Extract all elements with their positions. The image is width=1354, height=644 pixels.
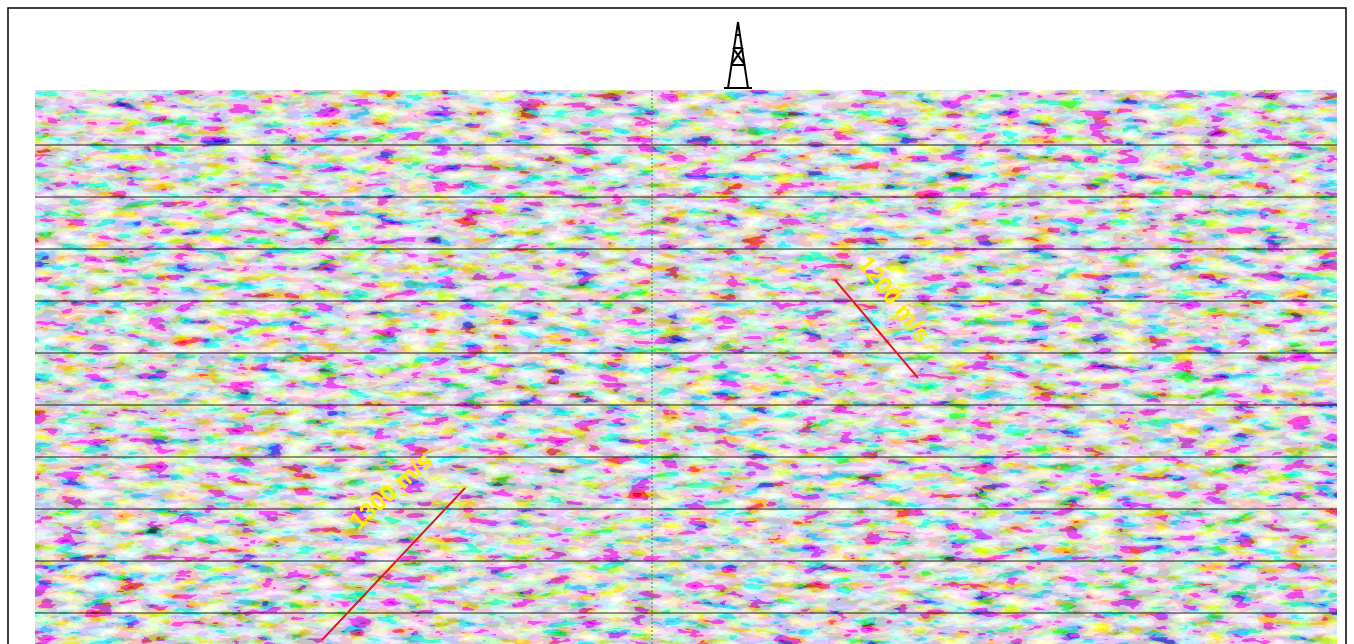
figure: 1300 m/s 1200 m/s <box>0 0 1354 644</box>
derrick-icon <box>724 22 752 88</box>
seismic-section: 1300 m/s 1200 m/s <box>35 90 1337 644</box>
page: 1300 m/s 1200 m/s (() => { const data = … <box>0 0 1354 644</box>
